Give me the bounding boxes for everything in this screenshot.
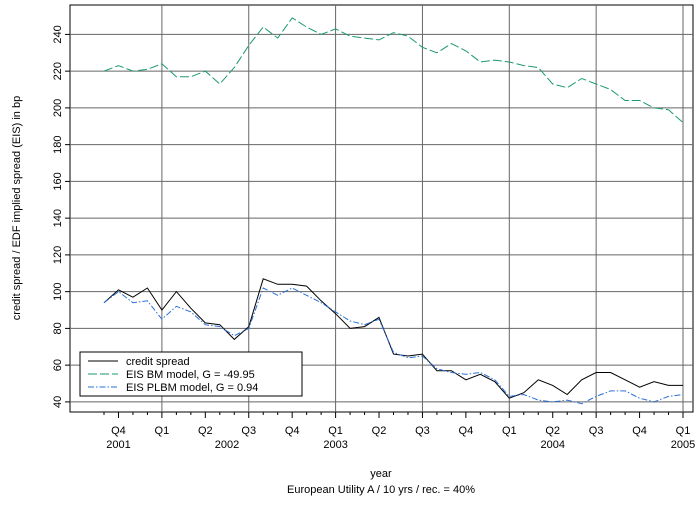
- y-tick-label: 120: [52, 246, 64, 264]
- x-tick-label: Q1: [328, 425, 343, 437]
- y-tick-label: 180: [52, 135, 64, 153]
- x-tick-label: Q4: [285, 425, 300, 437]
- y-tick-label: 60: [52, 359, 64, 371]
- y-tick-label: 220: [52, 62, 64, 80]
- legend-label: credit spread: [126, 356, 190, 368]
- year-label: 2002: [215, 439, 239, 451]
- year-label: 2003: [323, 439, 347, 451]
- year-label: 2005: [671, 439, 695, 451]
- x-tick-label: Q3: [415, 425, 430, 437]
- x-tick-label: Q2: [198, 425, 213, 437]
- y-tick-label: 200: [52, 99, 64, 117]
- legend-label: EIS BM model, G = -49.95: [126, 369, 255, 381]
- plot-frame: [69, 4, 694, 413]
- series-line: [103, 17, 684, 123]
- legend-label: EIS PLBM model, G = 0.94: [126, 382, 258, 394]
- x-tick-label: Q1: [502, 425, 517, 437]
- series-line: [103, 278, 683, 399]
- year-label: 2004: [540, 439, 564, 451]
- year-label: 2001: [106, 439, 130, 451]
- y-axis-label: credit spread / EDF implied spread (EIS)…: [11, 96, 23, 320]
- y-tick-label: 100: [52, 282, 64, 300]
- x-tick-label: Q2: [372, 425, 387, 437]
- x-axis-label: year: [370, 468, 392, 480]
- x-tick-label: Q4: [632, 425, 647, 437]
- x-tick-label: Q3: [241, 425, 256, 437]
- y-tick-label: 40: [52, 396, 64, 408]
- x-tick-label: Q1: [155, 425, 170, 437]
- x-tick-label: Q4: [111, 425, 126, 437]
- x-tick-label: Q4: [459, 425, 474, 437]
- series-line: [103, 287, 684, 405]
- y-tick-label: 140: [52, 209, 64, 227]
- x-tick-label: Q2: [545, 425, 560, 437]
- y-tick-label: 240: [52, 25, 64, 43]
- x-tick-label: Q1: [676, 425, 691, 437]
- y-tick-label: 160: [52, 172, 64, 190]
- y-tick-label: 80: [52, 322, 64, 334]
- x-tick-label: Q3: [589, 425, 604, 437]
- caption: European Utility A / 10 yrs / rec. = 40%: [287, 484, 475, 496]
